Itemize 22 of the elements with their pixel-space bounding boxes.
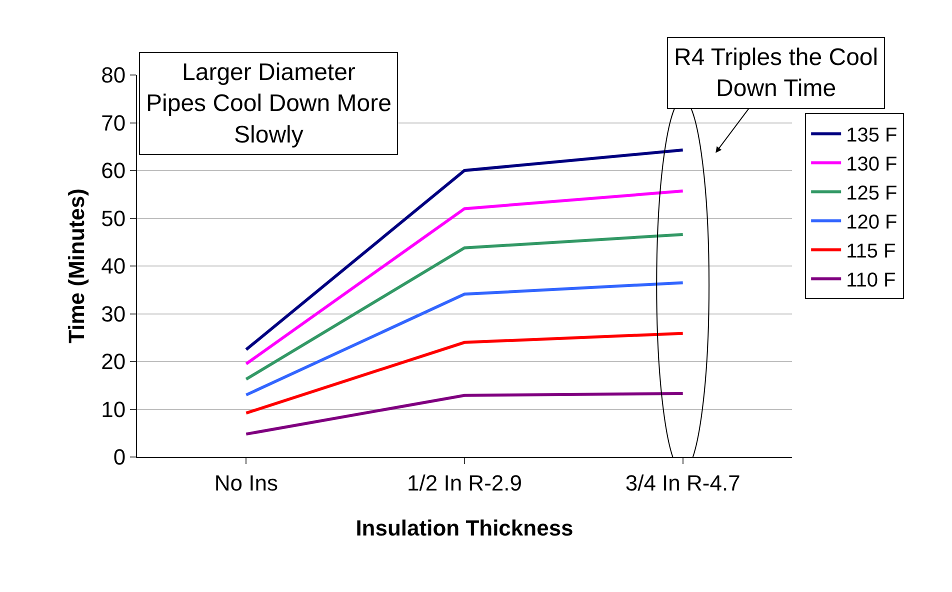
y-tick-label: 60 <box>101 158 126 184</box>
legend-label: 120 F <box>846 212 898 234</box>
y-tick-label: 30 <box>101 301 126 326</box>
legend-label: 125 F <box>846 182 898 204</box>
legend-label: 110 F <box>846 270 896 292</box>
legend-label: 135 F <box>846 124 898 146</box>
y-tick-label: 10 <box>101 396 126 422</box>
legend-label: 130 F <box>846 154 898 176</box>
x-axis-title: Insulation Thickness <box>356 515 574 540</box>
y-tick-label: 50 <box>101 206 126 231</box>
legend-label: 115 F <box>846 240 896 262</box>
annotation: R4 Triples the Cool Down Time <box>674 44 878 102</box>
x-tick-label: 3/4 In R-4.7 <box>625 470 740 496</box>
y-axis-title: Time (Minutes) <box>64 188 89 344</box>
y-tick-label: 80 <box>101 62 126 88</box>
y-tick-label: 0 <box>113 444 126 470</box>
x-tick-label: No Ins <box>214 470 278 496</box>
y-tick-label: 40 <box>101 254 126 279</box>
y-tick-label: 20 <box>101 349 126 374</box>
y-tick-label: 70 <box>101 110 126 136</box>
x-tick-label: 1/2 In R-2.9 <box>407 470 522 496</box>
annotation: Larger Diameter Pipes Cool Down More Slowly <box>146 59 392 148</box>
